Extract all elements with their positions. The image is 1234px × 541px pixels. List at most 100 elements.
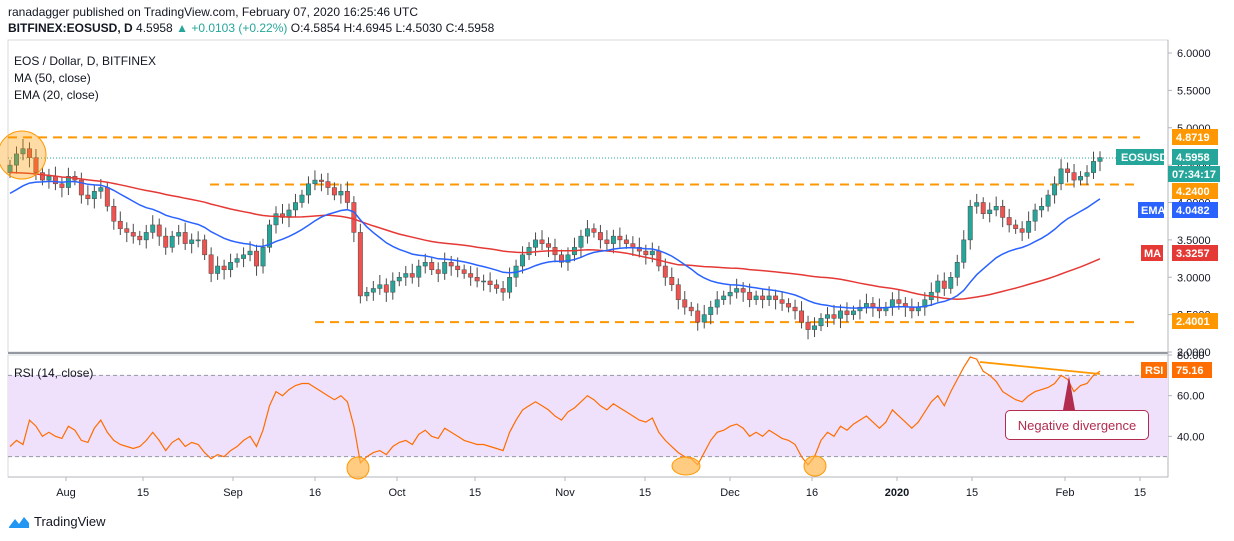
time-tick-label: Oct [388,487,405,499]
support-low-tag-text: 2.4001 [1176,316,1210,328]
candle-body [695,310,701,323]
candle-body [14,153,19,166]
resistance-tag: 4.8719 [1172,129,1218,145]
candle-body [357,232,363,297]
rsi-tick-label: 60.00 [1177,391,1205,403]
negative-divergence-annotation[interactable]: Negative divergence [1005,410,1149,440]
candle-body [643,250,649,256]
ema-tag-text: 4.0482 [1176,205,1210,217]
candle-body [863,303,869,308]
support-mid-tag: 4.2400 [1172,183,1218,199]
candle-body [182,232,188,244]
high-value: H:4.6945 [343,21,393,35]
candle-body [1052,183,1058,196]
candle-body [312,179,318,185]
candle-body [156,224,162,237]
candle-body [306,183,311,196]
candle-body [85,194,91,200]
candle-body [370,288,376,293]
symbol-ohlc-bar: BITFINEX:EOSUSD, D 4.5958 ▲ +0.0103 (+0.… [8,21,494,35]
candle-body [760,295,766,300]
candle-body [293,202,298,211]
rsi-band [8,375,1168,457]
candle-body [584,228,590,237]
candle-body [494,284,500,289]
candle-body [520,254,526,267]
candle-body [260,247,266,267]
candle-body [208,254,214,274]
rsi-low-highlight-1 [346,456,370,480]
ma-line [9,171,1101,300]
candle-body [46,176,52,181]
candle-body [844,310,850,315]
candle-body [377,284,383,289]
ema-tag: EMA 4.0482 [1138,202,1218,218]
price-tick-label: 2.0000 [1177,347,1211,359]
rsi-low-highlight-2 [671,456,701,476]
candle-body [857,306,863,312]
candle-body [987,209,993,214]
candle-body [533,239,538,248]
candle-body [234,258,240,263]
candle-body [1084,172,1090,177]
countdown-tag-text: 07:34:17 [1172,169,1216,181]
candle-body [442,262,448,274]
candle-body [526,247,532,256]
candle-body [967,205,973,241]
candle-body [403,273,409,278]
candle-body [1078,176,1083,181]
candle-body [896,299,902,304]
candle-body [215,265,221,274]
candle-body [941,280,947,289]
candle-body [422,262,428,267]
candles [7,138,1103,340]
candle-body [254,250,259,267]
time-tick-label: Sep [223,487,243,499]
candle-body [708,306,714,315]
candle-body [1097,157,1103,162]
support-low-tag: 2.4001 [1172,313,1218,329]
candle-body [617,235,623,241]
candle-body [838,310,843,319]
candle-body [604,239,610,244]
candle-body [623,239,629,244]
symbol-price-tag: EOSUSD 4.5958 07:34:17 [1116,149,1220,182]
candle-body [52,176,58,185]
chart-title: EOS / Dollar, D, BITFINEX [14,54,157,68]
candle-body [591,228,597,233]
time-tick-label: 16 [309,487,321,499]
time-tick-label: Feb [1056,487,1075,499]
candle-body [610,235,616,244]
candle-body [889,299,895,308]
candle-body [688,306,694,312]
candle-body [448,262,454,267]
candle-body [747,291,753,300]
candle-body [1039,205,1045,211]
candle-body [59,183,65,188]
price-tag-text: 4.5958 [1176,152,1210,164]
candle-body [455,265,461,271]
candle-body [565,254,571,263]
price-tick-label: 3.5000 [1177,235,1211,247]
candle-body [331,187,337,196]
rsi-tag-label: RSI [1145,365,1163,377]
candle-body [766,295,772,300]
publish-info: ranadagger published on TradingView.com,… [8,5,419,19]
candle-body [325,181,331,188]
candle-body [468,273,474,278]
close-value: C:4.5958 [445,21,495,35]
candle-body [299,194,305,203]
candle-body [27,148,32,158]
tradingview-footer[interactable]: TradingView [8,514,106,529]
candle-body [1091,161,1096,173]
time-tick-label: 16 [806,487,818,499]
candle-body [714,299,720,308]
candle-body [786,303,792,308]
candle-body [559,254,564,263]
candle-body [318,179,324,182]
candle-body [111,205,117,222]
divergence-trendline[interactable] [979,361,1101,375]
candle-body [150,224,156,233]
candle-body [247,250,253,256]
